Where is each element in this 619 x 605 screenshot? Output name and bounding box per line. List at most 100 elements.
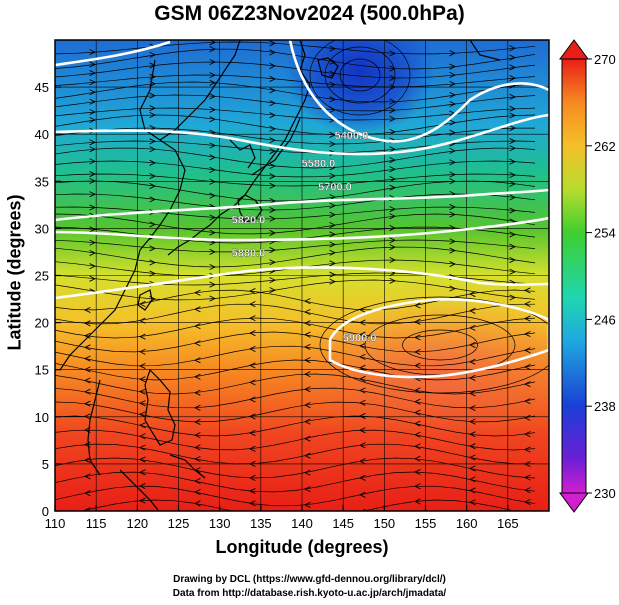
- flow-arrow: [83, 306, 91, 313]
- flow-arrow: [269, 247, 277, 254]
- flow-arrow: [138, 497, 146, 504]
- flow-arrow: [193, 478, 201, 485]
- flow-arrow: [209, 248, 217, 255]
- y-tick-label: 40: [35, 127, 49, 142]
- flow-arrow: [413, 431, 421, 438]
- flow-arrow: [329, 260, 337, 267]
- flow-arrow: [413, 362, 421, 369]
- flow-arrow: [149, 159, 157, 166]
- flow-arrow: [269, 137, 277, 144]
- flow-arrow: [329, 96, 337, 103]
- flow-arrow: [523, 347, 531, 354]
- flow-arrow: [523, 287, 531, 294]
- flow-arrow: [449, 285, 457, 292]
- flow-arrow: [303, 402, 311, 409]
- streamline: [55, 114, 536, 136]
- flow-arrow: [209, 295, 217, 302]
- flow-arrow: [413, 334, 421, 341]
- flow-arrow: [389, 98, 397, 105]
- flow-arrow: [449, 119, 457, 126]
- flow-arrow: [138, 456, 146, 463]
- flow-arrow: [449, 71, 457, 79]
- streamline: [55, 429, 536, 451]
- flow-arrow: [509, 145, 517, 152]
- flow-arrow: [389, 244, 397, 251]
- flow-arrow: [269, 182, 277, 189]
- data-source-credit: Data from http://database.rish.kyoto-u.a…: [172, 588, 447, 599]
- flow-arrow: [509, 256, 517, 263]
- flow-arrow: [358, 474, 366, 481]
- flow-arrow: [303, 357, 311, 364]
- colorbar-ticks: 230 238 246 254 262 270: [586, 52, 616, 501]
- y-axis-ticks: 0 5 10 15 20 25 30 35 40 45: [35, 80, 61, 519]
- flow-arrow: [248, 345, 256, 352]
- flow-arrow: [248, 379, 256, 386]
- flow-arrow: [138, 444, 146, 451]
- flow-arrow: [83, 344, 91, 351]
- flow-arrow: [83, 400, 91, 407]
- flow-arrow: [389, 277, 397, 284]
- flow-arrow: [358, 442, 366, 449]
- colorbar-tick-label: 270: [594, 52, 616, 67]
- flow-arrow: [89, 204, 97, 211]
- flow-arrow: [509, 268, 517, 275]
- flow-arrow: [358, 375, 366, 382]
- contour-label: 5580.0: [302, 158, 336, 170]
- flow-arrow: [209, 72, 217, 79]
- streamline: [55, 279, 536, 301]
- flow-arrow: [138, 400, 146, 407]
- contour-label: 5400.0: [335, 130, 369, 142]
- flow-arrow: [303, 343, 311, 350]
- flow-arrow: [509, 125, 517, 132]
- flow-arrow: [449, 204, 457, 211]
- flow-arrow: [329, 164, 337, 171]
- x-tick-label: 160: [456, 516, 478, 531]
- flow-arrow: [509, 64, 517, 71]
- streamline: [55, 140, 536, 154]
- flow-arrow: [413, 483, 421, 490]
- flow-arrow: [149, 138, 157, 145]
- flow-arrow: [269, 62, 277, 69]
- y-tick-label: 20: [35, 316, 49, 331]
- flow-arrow: [449, 247, 457, 254]
- flow-arrow: [389, 65, 397, 72]
- flow-arrow: [468, 390, 476, 397]
- flow-arrow: [248, 500, 256, 507]
- colorbar-tick-label: 246: [594, 312, 616, 327]
- flow-arrow: [449, 171, 457, 178]
- streamline: [55, 317, 536, 339]
- flow-arrow: [449, 100, 457, 108]
- cyclone-streamline: [309, 40, 411, 116]
- contour-label: 5900.0: [343, 332, 377, 344]
- flow-arrow: [89, 263, 97, 270]
- flow-arrow: [329, 241, 337, 248]
- flow-arrow: [509, 75, 517, 82]
- flow-arrow: [449, 159, 457, 166]
- flow-arrow: [329, 249, 337, 256]
- y-tick-label: 15: [35, 363, 49, 378]
- flow-arrow: [248, 429, 256, 436]
- flow-arrow: [449, 63, 457, 70]
- flow-arrow: [329, 202, 337, 209]
- streamline: [55, 206, 536, 220]
- flow-arrow: [193, 323, 201, 330]
- flow-arrow: [329, 271, 337, 278]
- lat-lon-grid: [55, 40, 549, 511]
- flow-arrow: [248, 301, 256, 308]
- flow-arrow: [449, 211, 457, 218]
- flow-arrow: [358, 413, 366, 420]
- flow-arrow: [509, 294, 517, 301]
- streamline: [55, 359, 536, 381]
- flow-arrow: [389, 176, 397, 183]
- streamline: [55, 331, 536, 353]
- streamline: [55, 74, 536, 88]
- flow-arrow: [389, 115, 397, 122]
- flow-arrow: [149, 196, 157, 203]
- flow-arrow: [509, 45, 517, 52]
- flow-arrow: [413, 498, 421, 505]
- colorbar-tick-label: 238: [594, 399, 616, 414]
- cyclone-streamline: [324, 46, 396, 104]
- x-tick-label: 130: [209, 516, 231, 531]
- flow-arrow: [509, 231, 517, 238]
- streamline: [55, 173, 536, 187]
